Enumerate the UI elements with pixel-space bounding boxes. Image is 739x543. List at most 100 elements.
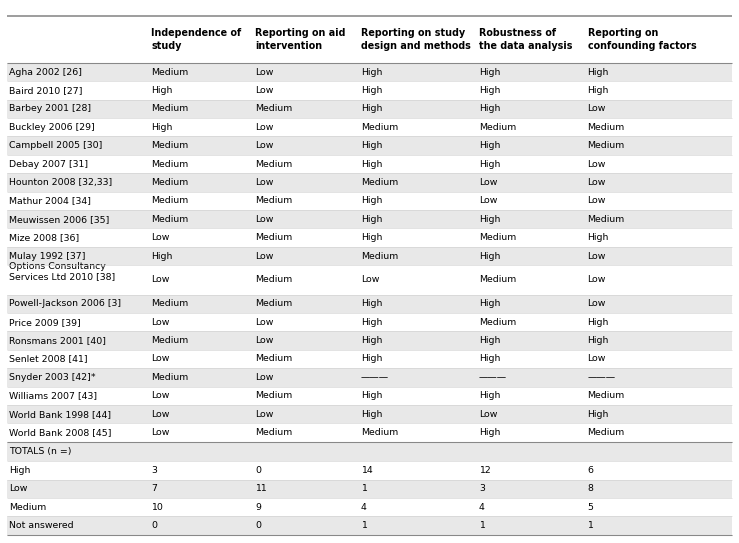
Text: High: High	[151, 86, 173, 95]
Text: Medium: Medium	[588, 392, 624, 400]
Text: Low: Low	[255, 86, 273, 95]
Text: Low: Low	[588, 355, 606, 363]
Text: Low: Low	[255, 336, 273, 345]
Text: Medium: Medium	[255, 355, 292, 363]
Bar	[7, 294, 732, 313]
Text: Mathur 2004 [34]: Mathur 2004 [34]	[9, 197, 91, 205]
Text: Ronsmans 2001 [40]: Ronsmans 2001 [40]	[9, 336, 106, 345]
Text: Low: Low	[151, 409, 170, 419]
Text: ———: ———	[479, 373, 507, 382]
Bar	[7, 192, 732, 210]
Text: High: High	[588, 318, 609, 327]
Bar	[7, 210, 732, 229]
Text: 0: 0	[255, 521, 261, 530]
Text: Hounton 2008 [32,33]: Hounton 2008 [32,33]	[9, 178, 112, 187]
Bar	[7, 247, 732, 265]
Text: High: High	[479, 67, 500, 77]
Text: Medium: Medium	[255, 299, 292, 308]
Text: 7: 7	[151, 484, 157, 494]
Text: High: High	[151, 123, 173, 132]
Text: Low: Low	[255, 178, 273, 187]
Text: Low: Low	[255, 141, 273, 150]
Text: 14: 14	[361, 466, 372, 475]
Bar	[7, 265, 732, 294]
Text: Medium: Medium	[255, 275, 292, 285]
Text: ———: ———	[588, 373, 616, 382]
Text: Low: Low	[588, 251, 606, 261]
Text: Reporting on
confounding factors: Reporting on confounding factors	[588, 28, 696, 51]
Text: High: High	[361, 197, 382, 205]
Text: High: High	[479, 336, 500, 345]
Text: Independence of
study: Independence of study	[151, 28, 242, 51]
Text: Williams 2007 [43]: Williams 2007 [43]	[9, 392, 97, 400]
Text: 6: 6	[588, 466, 593, 475]
Text: High: High	[479, 160, 500, 168]
Text: High: High	[361, 336, 382, 345]
Text: Low: Low	[255, 318, 273, 327]
Text: High: High	[361, 355, 382, 363]
Text: Reporting on study
design and methods: Reporting on study design and methods	[361, 28, 471, 51]
Bar	[7, 424, 732, 442]
Text: 5: 5	[588, 503, 593, 512]
Text: High: High	[588, 409, 609, 419]
Bar	[7, 313, 732, 331]
Text: Mulay 1992 [37]: Mulay 1992 [37]	[9, 251, 86, 261]
Text: High: High	[361, 392, 382, 400]
Text: Medium: Medium	[255, 392, 292, 400]
Text: Medium: Medium	[588, 214, 624, 224]
Text: 1: 1	[361, 521, 367, 530]
Bar	[7, 118, 732, 136]
Text: Medium: Medium	[151, 373, 188, 382]
Text: 9: 9	[255, 503, 261, 512]
Text: High: High	[361, 214, 382, 224]
Bar	[7, 331, 732, 350]
Text: 11: 11	[255, 484, 267, 494]
Text: Barbey 2001 [28]: Barbey 2001 [28]	[9, 104, 91, 113]
Text: High: High	[588, 86, 609, 95]
Bar	[7, 387, 732, 405]
Bar	[7, 368, 732, 387]
Text: High: High	[479, 141, 500, 150]
Text: High: High	[9, 466, 30, 475]
Text: TOTALS (n =): TOTALS (n =)	[9, 447, 72, 456]
Text: Low: Low	[151, 392, 170, 400]
Text: High: High	[588, 67, 609, 77]
Bar	[7, 155, 732, 173]
Text: Medium: Medium	[588, 141, 624, 150]
Text: High: High	[361, 299, 382, 308]
Text: High: High	[479, 251, 500, 261]
Bar	[7, 498, 732, 516]
Text: Low: Low	[255, 123, 273, 132]
Text: Senlet 2008 [41]: Senlet 2008 [41]	[9, 355, 87, 363]
Text: Not answered: Not answered	[9, 521, 73, 530]
Text: Meuwissen 2006 [35]: Meuwissen 2006 [35]	[9, 214, 109, 224]
Bar	[7, 442, 732, 461]
Text: Medium: Medium	[255, 160, 292, 168]
Text: 10: 10	[151, 503, 163, 512]
Text: Medium: Medium	[151, 197, 188, 205]
Text: Medium: Medium	[151, 67, 188, 77]
Text: Medium: Medium	[151, 141, 188, 150]
Text: Medium: Medium	[479, 123, 516, 132]
Text: Low: Low	[255, 409, 273, 419]
Text: 3: 3	[151, 466, 157, 475]
Text: High: High	[151, 251, 173, 261]
Bar	[7, 516, 732, 535]
Text: Low: Low	[588, 275, 606, 285]
Text: Low: Low	[588, 160, 606, 168]
Text: High: High	[479, 104, 500, 113]
Text: Buckley 2006 [29]: Buckley 2006 [29]	[9, 123, 95, 132]
Text: Medium: Medium	[151, 336, 188, 345]
Text: Medium: Medium	[151, 299, 188, 308]
Text: Low: Low	[479, 197, 497, 205]
Text: High: High	[361, 67, 382, 77]
Text: Low: Low	[255, 373, 273, 382]
Bar	[7, 63, 732, 81]
Bar	[7, 100, 732, 118]
Text: Low: Low	[151, 355, 170, 363]
Text: World Bank 2008 [45]: World Bank 2008 [45]	[9, 428, 112, 437]
Text: Low: Low	[151, 318, 170, 327]
Text: 12: 12	[479, 466, 491, 475]
Text: Mize 2008 [36]: Mize 2008 [36]	[9, 233, 79, 242]
Text: Medium: Medium	[361, 123, 398, 132]
